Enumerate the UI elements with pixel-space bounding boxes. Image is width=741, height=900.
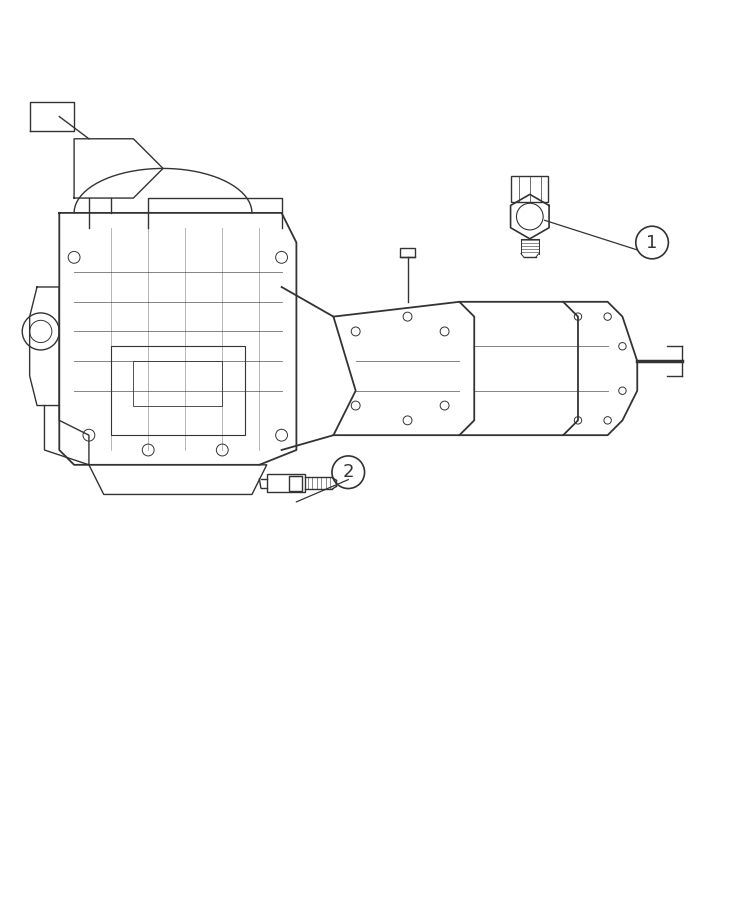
- Bar: [111, 346, 245, 436]
- Bar: [267, 474, 305, 492]
- Bar: [133, 361, 222, 406]
- Text: 2: 2: [342, 464, 354, 482]
- Bar: [511, 176, 548, 202]
- Bar: [400, 248, 415, 257]
- Text: 1: 1: [646, 233, 658, 251]
- Bar: [289, 476, 302, 491]
